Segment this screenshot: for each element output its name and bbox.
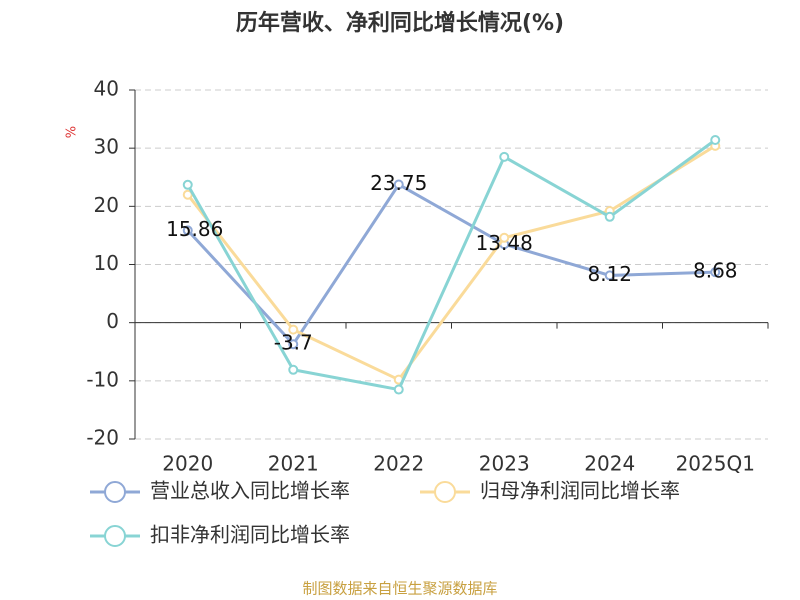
point: [710, 267, 721, 278]
point: [604, 270, 615, 281]
series-line: [186, 138, 717, 392]
y-tick-label: 30: [94, 135, 119, 159]
x-tick-label: 2025Q1: [676, 452, 755, 476]
source-note: 制图数据来自恒生聚源数据库: [302, 580, 497, 598]
x-tick-label: 2023: [479, 452, 530, 476]
legend-label: 营业总收入同比增长率: [150, 479, 350, 503]
point: [499, 232, 510, 243]
point: [393, 384, 404, 395]
y-axis-label: %: [65, 126, 80, 138]
legend-marker: [104, 481, 126, 503]
y-tick-label: 40: [94, 77, 119, 101]
y-tick-label: -20: [86, 426, 119, 450]
legend-label: 扣非净利润同比增长率: [150, 523, 350, 547]
x-tick-label: 2022: [373, 452, 424, 476]
point: [393, 179, 404, 190]
legend-label: 归母净利润同比增长率: [480, 479, 680, 503]
point: [288, 339, 299, 350]
point: [288, 364, 299, 375]
data-label: 13.48: [476, 231, 533, 255]
point: [499, 151, 510, 162]
legend-marker: [104, 525, 126, 547]
y-tick-label: 20: [94, 193, 119, 217]
x-tick-label: 2020: [162, 452, 213, 476]
y-tick-label: 10: [94, 251, 119, 275]
chart-title: 历年营收、净利同比增长情况(%): [236, 10, 564, 36]
data-label: -3.7: [274, 331, 313, 355]
series-line: [186, 144, 717, 382]
x-tick-label: 2021: [268, 452, 319, 476]
y-tick-label: 0: [106, 309, 119, 333]
point: [288, 324, 299, 335]
data-label: 8.12: [587, 262, 632, 286]
legend-marker: [434, 481, 456, 503]
y-tick-label: -10: [86, 367, 119, 391]
series-line: [186, 182, 716, 347]
point: [182, 179, 193, 190]
x-tick-label: 2024: [584, 452, 635, 476]
point: [710, 135, 721, 146]
data-label: 15.86: [166, 217, 223, 241]
point: [604, 211, 615, 222]
data-label: 8.68: [693, 259, 738, 283]
point: [182, 225, 193, 236]
data-label: 23.75: [370, 171, 427, 195]
